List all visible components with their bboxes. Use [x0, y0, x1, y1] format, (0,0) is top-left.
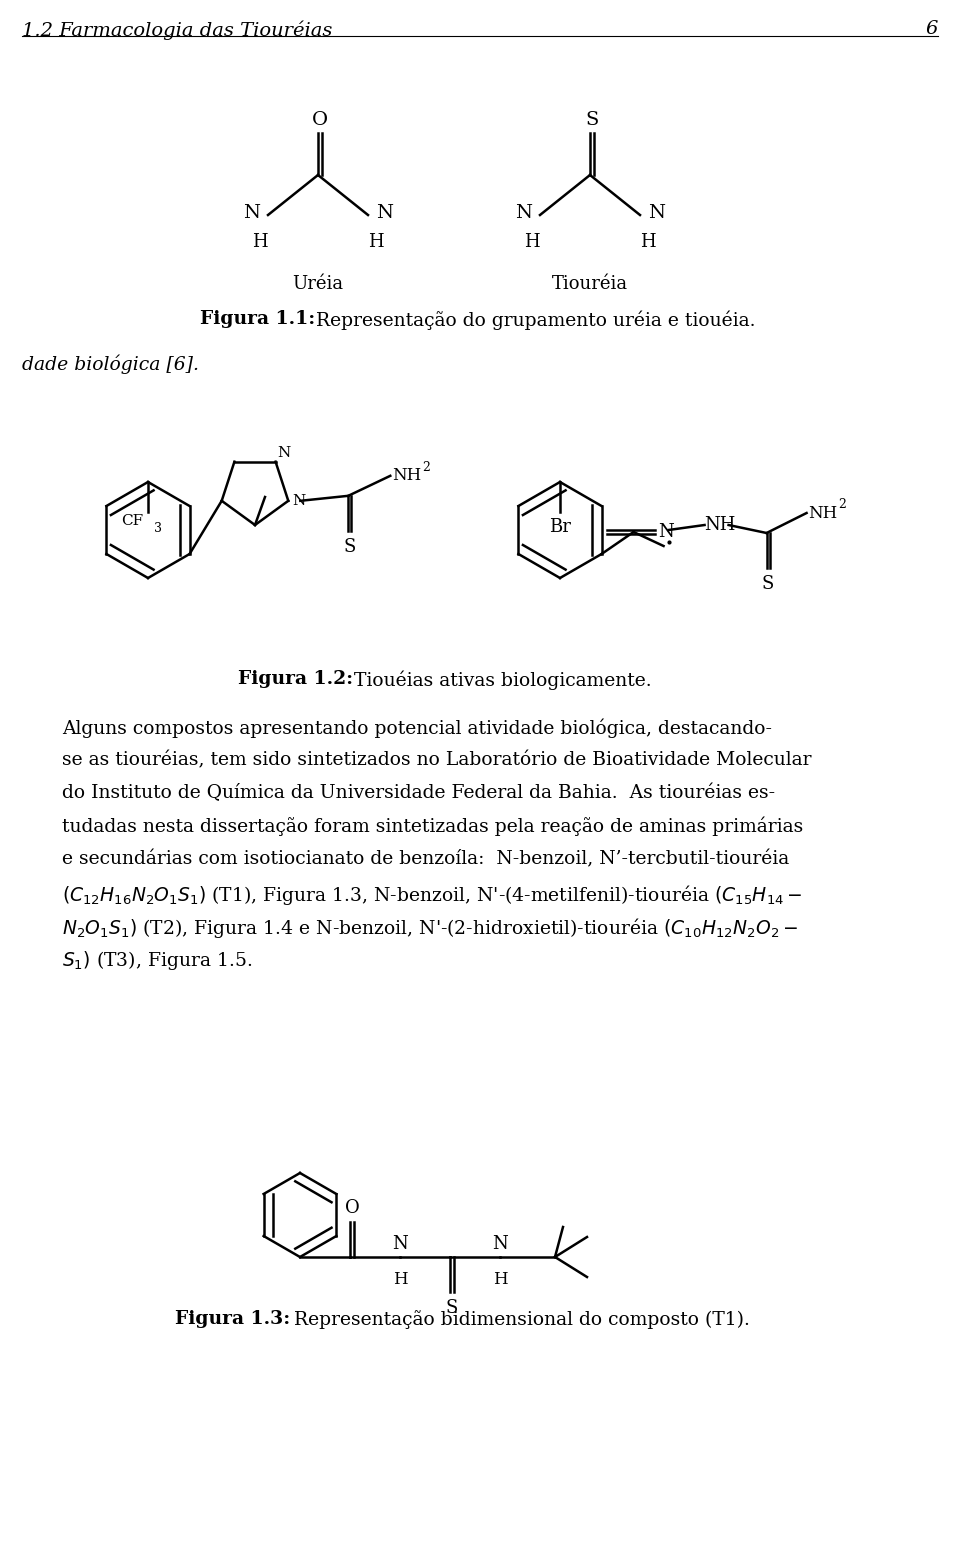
Text: H: H — [393, 1272, 407, 1289]
Text: CF: CF — [121, 514, 143, 528]
Text: N: N — [292, 493, 305, 507]
Text: N: N — [492, 1235, 508, 1253]
Text: N: N — [515, 204, 532, 223]
Text: NH: NH — [393, 467, 421, 484]
Text: N: N — [277, 446, 291, 459]
Text: O: O — [345, 1199, 359, 1217]
Text: 3: 3 — [154, 521, 162, 535]
Text: Figura 1.2:: Figura 1.2: — [238, 670, 353, 688]
Text: $S_1)$ (T3), Figura 1.5.: $S_1)$ (T3), Figura 1.5. — [62, 948, 252, 972]
Text: N: N — [659, 523, 674, 541]
Text: S: S — [343, 538, 355, 555]
Text: Tiouéias ativas biologicamente.: Tiouéias ativas biologicamente. — [348, 670, 652, 690]
Text: NH: NH — [808, 504, 838, 521]
Text: se as tiouréias, tem sido sintetizados no Laboratório de Bioatividade Molecular: se as tiouréias, tem sido sintetizados n… — [62, 750, 811, 769]
Text: e secundárias com isotiocianato de benzoíla:  N-benzoil, N’-tercbutil-tiouréia: e secundárias com isotiocianato de benzo… — [62, 849, 789, 868]
Text: Figura 1.1:: Figura 1.1: — [200, 309, 315, 328]
Text: Uréia: Uréia — [293, 275, 344, 292]
Text: Br: Br — [549, 518, 571, 535]
Text: S: S — [586, 111, 599, 128]
Text: S: S — [761, 575, 774, 593]
Text: NH: NH — [705, 517, 736, 534]
Text: Figura 1.3:: Figura 1.3: — [175, 1310, 290, 1327]
Text: do Instituto de Química da Universidade Federal da Bahia.  As tiouréias es-: do Instituto de Química da Universidade … — [62, 784, 775, 803]
Text: 2: 2 — [422, 461, 430, 475]
Text: 2: 2 — [839, 498, 847, 512]
Text: tudadas nesta dissertação foram sintetizadas pela reação de aminas primárias: tudadas nesta dissertação foram sintetiz… — [62, 817, 804, 837]
Text: H: H — [640, 234, 656, 251]
Text: S: S — [445, 1299, 458, 1316]
Text: O: O — [312, 111, 328, 128]
Text: Alguns compostos apresentando potencial atividade biológica, destacando-: Alguns compostos apresentando potencial … — [62, 718, 772, 738]
Text: 6: 6 — [925, 20, 938, 39]
Text: Tiouréia: Tiouréia — [552, 275, 628, 292]
Text: H: H — [492, 1272, 507, 1289]
Text: dade biológica [6].: dade biológica [6]. — [22, 354, 199, 374]
Text: Representação bidimensional do composto (T1).: Representação bidimensional do composto … — [288, 1310, 750, 1329]
Text: N: N — [648, 204, 665, 223]
Text: 1.2 Farmacologia das Tiouréias: 1.2 Farmacologia das Tiouréias — [22, 20, 332, 40]
Text: Representação do grupamento uréia e tiouéia.: Representação do grupamento uréia e tiou… — [310, 309, 756, 330]
Text: $N_2O_1S_1)$ (T2), Figura 1.4 e N-benzoil, N'-(2-hidroxietil)-tiouréia $(C_{10}H: $N_2O_1S_1)$ (T2), Figura 1.4 e N-benzoi… — [62, 916, 799, 941]
Text: H: H — [369, 234, 384, 251]
Text: H: H — [524, 234, 540, 251]
Text: N: N — [243, 204, 260, 223]
Text: N: N — [392, 1235, 408, 1253]
Text: N: N — [376, 204, 393, 223]
Text: $(C_{12}H_{16}N_2O_1S_1)$ (T1), Figura 1.3, N-benzoil, N'-(4-metilfenil)-tiouréi: $(C_{12}H_{16}N_2O_1S_1)$ (T1), Figura 1… — [62, 883, 803, 907]
Text: H: H — [252, 234, 268, 251]
